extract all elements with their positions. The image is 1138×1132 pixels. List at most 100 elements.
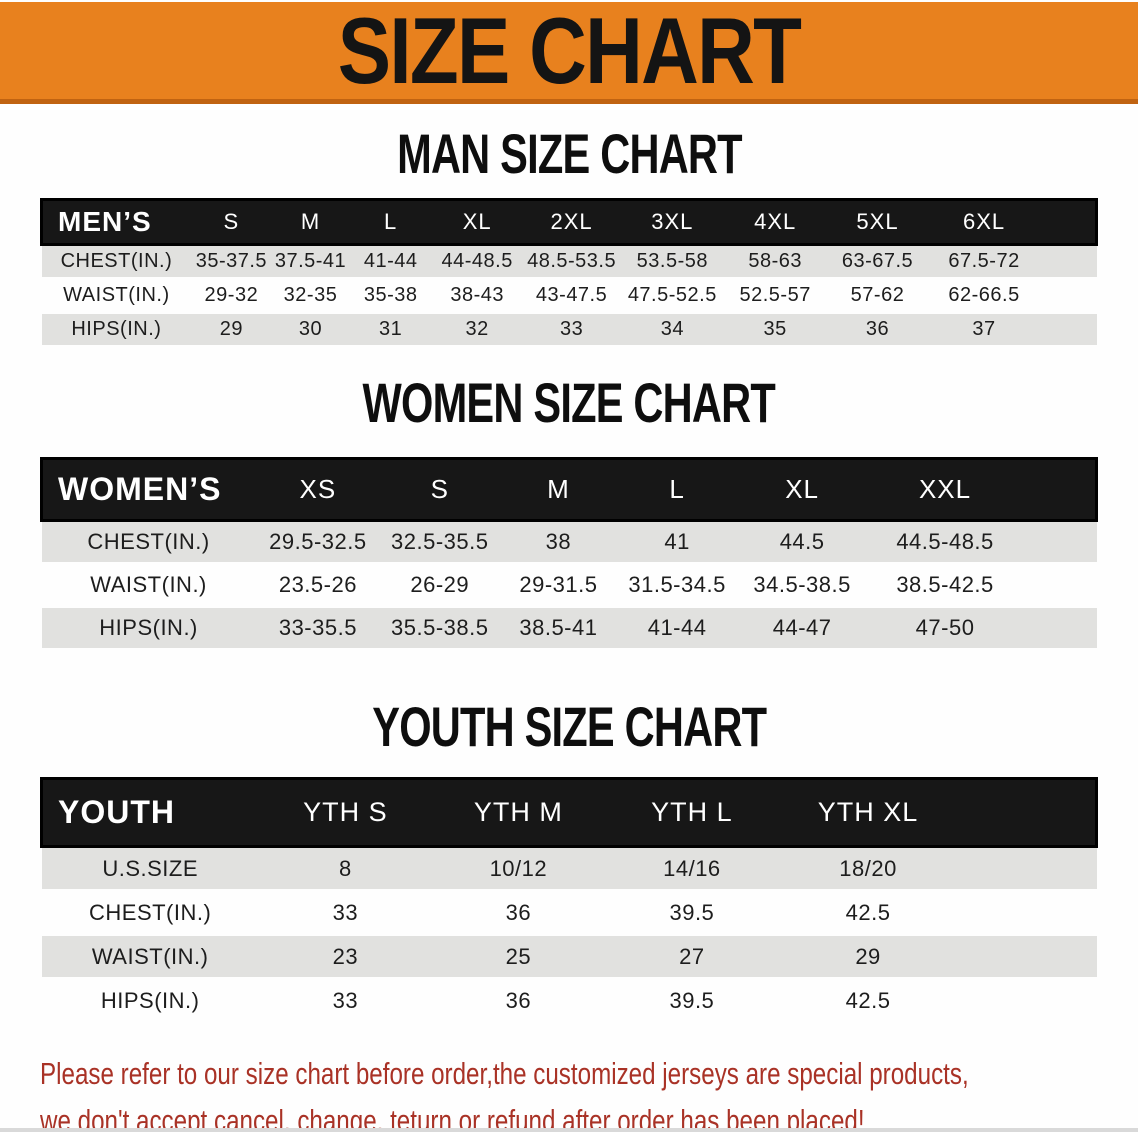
header-row: YOUTH YTH S YTH M YTH L YTH XL bbox=[39, 777, 1099, 848]
measurement-cell: 37.5-41 bbox=[271, 244, 350, 280]
size-table: WOMEN’S XS S M L XL XXL CHEST(IN.) 29.5-32.5 32.5… bbox=[39, 457, 1098, 651]
measurement-cell: 42.5 bbox=[778, 978, 958, 1024]
size-column-header: S bbox=[380, 457, 500, 522]
size-chart-sections: MAN SIZE CHART MEN’S S M L XL 2XL 3XL 4XL 5XL 6XL C… bbox=[0, 123, 1138, 1024]
measurement-cell: 63-67.5 bbox=[826, 244, 929, 280]
size-chart-section-1: WOMEN SIZE CHART WOMEN’S XS S M L XL XXL CHEST(I… bbox=[0, 372, 1138, 651]
measurement-cell: 47-50 bbox=[867, 606, 1023, 651]
spacer-cell bbox=[1022, 563, 1097, 608]
measurement-cell: 8 bbox=[258, 846, 432, 892]
spacer-cell bbox=[957, 978, 1097, 1024]
measurement-cell: 14/16 bbox=[604, 846, 779, 892]
measurement-cell: 44.5-48.5 bbox=[867, 520, 1023, 565]
measurement-cell: 25 bbox=[431, 934, 605, 980]
measurement-cell: 36 bbox=[431, 978, 605, 1024]
size-column-header: M bbox=[271, 198, 350, 246]
measurement-cell: 62-66.5 bbox=[928, 278, 1040, 314]
spacer-cell bbox=[1022, 457, 1098, 522]
measurement-cell: 38-43 bbox=[431, 278, 523, 314]
measurement-cell: 29.5-32.5 bbox=[255, 520, 381, 565]
measurement-cell: 41 bbox=[617, 520, 737, 565]
spacer-cell bbox=[957, 846, 1097, 892]
measurement-cell: 34 bbox=[620, 312, 725, 348]
spacer-cell bbox=[1039, 198, 1099, 246]
measurement-cell: 35.5-38.5 bbox=[380, 606, 500, 651]
size-column-header: YTH L bbox=[604, 777, 779, 848]
measurement-cell: 29-31.5 bbox=[499, 563, 618, 608]
row-label: WAIST(IN.) bbox=[41, 563, 256, 608]
size-column-header: M bbox=[499, 457, 618, 522]
size-column-header: YTH XL bbox=[778, 777, 958, 848]
measurement-cell: 38.5-41 bbox=[499, 606, 618, 651]
banner-title: SIZE CHART bbox=[337, 0, 802, 103]
spacer-cell bbox=[1039, 278, 1097, 314]
measurement-cell: 42.5 bbox=[778, 890, 958, 936]
table-row: HIPS(IN.) 29 30 31 32 33 34 35 36 37 bbox=[41, 312, 1097, 348]
size-column-header: XS bbox=[255, 457, 381, 522]
measurement-cell: 38 bbox=[499, 520, 618, 565]
measurement-cell: 44-48.5 bbox=[431, 244, 523, 280]
measurement-cell: 39.5 bbox=[604, 890, 779, 936]
footer-note-line-2: we don't accept cancel, change, teturn o… bbox=[40, 1103, 865, 1132]
table-row: WAIST(IN.) 29-32 32-35 35-38 38-43 43-47.5 47.… bbox=[41, 278, 1097, 314]
table-row: WAIST(IN.) 23 25 27 29 bbox=[41, 934, 1097, 980]
measurement-cell: 35-38 bbox=[349, 278, 432, 314]
spacer-cell bbox=[1022, 606, 1097, 651]
measurement-cell: 44-47 bbox=[736, 606, 868, 651]
measurement-cell: 33 bbox=[522, 312, 621, 348]
header-row: WOMEN’S XS S M L XL XXL bbox=[39, 457, 1098, 522]
measurement-cell: 36 bbox=[431, 890, 605, 936]
measurement-cell: 29 bbox=[778, 934, 958, 980]
measurement-cell: 32 bbox=[431, 312, 523, 348]
row-label: WAIST(IN.) bbox=[41, 278, 192, 314]
measurement-cell: 31.5-34.5 bbox=[617, 563, 737, 608]
measurement-cell: 23.5-26 bbox=[255, 563, 381, 608]
row-label: WAIST(IN.) bbox=[41, 934, 259, 980]
size-chart-section-2: YOUTH SIZE CHART YOUTH YTH S YTH M YTH L YTH … bbox=[0, 696, 1138, 1024]
table-row: CHEST(IN.) 35-37.5 37.5-41 41-44 44-48.5 48.5… bbox=[41, 244, 1097, 280]
measurement-cell: 36 bbox=[826, 312, 929, 348]
size-column-header: 4XL bbox=[724, 198, 827, 246]
measurement-cell: 33 bbox=[258, 978, 432, 1024]
row-label: U.S.SIZE bbox=[41, 846, 259, 892]
section-heading: WOMEN SIZE CHART bbox=[0, 372, 1138, 436]
spacer-cell bbox=[1022, 520, 1097, 565]
measurement-cell: 32.5-35.5 bbox=[380, 520, 500, 565]
measurement-cell: 26-29 bbox=[380, 563, 500, 608]
header-row: MEN’S S M L XL 2XL 3XL 4XL 5XL 6XL bbox=[40, 198, 1099, 246]
measurement-cell: 67.5-72 bbox=[928, 244, 1040, 280]
section-heading-text: YOUTH SIZE CHART bbox=[372, 696, 767, 760]
group-label: MEN’S bbox=[40, 198, 192, 246]
size-column-header: 5XL bbox=[826, 198, 929, 246]
row-label: CHEST(IN.) bbox=[41, 890, 259, 936]
spacer-cell bbox=[1039, 244, 1097, 280]
size-column-header: 3XL bbox=[620, 198, 725, 246]
measurement-cell: 33 bbox=[258, 890, 432, 936]
footer-note: Please refer to our size chart before or… bbox=[40, 1050, 1138, 1132]
section-heading: MAN SIZE CHART bbox=[0, 123, 1138, 187]
size-column-header: 2XL bbox=[522, 198, 621, 246]
size-column-header: YTH M bbox=[431, 777, 605, 848]
size-column-header: XXL bbox=[867, 457, 1023, 522]
measurement-cell: 35-37.5 bbox=[191, 244, 272, 280]
measurement-cell: 43-47.5 bbox=[522, 278, 621, 314]
row-label: CHEST(IN.) bbox=[41, 244, 192, 280]
size-chart-section-0: MAN SIZE CHART MEN’S S M L XL 2XL 3XL 4XL 5XL 6XL C… bbox=[0, 123, 1138, 348]
measurement-cell: 57-62 bbox=[826, 278, 929, 314]
measurement-cell: 41-44 bbox=[349, 244, 432, 280]
measurement-cell: 44.5 bbox=[736, 520, 868, 565]
measurement-cell: 33-35.5 bbox=[255, 606, 381, 651]
size-column-header: S bbox=[191, 198, 272, 246]
measurement-cell: 53.5-58 bbox=[620, 244, 725, 280]
measurement-cell: 52.5-57 bbox=[724, 278, 827, 314]
size-column-header: L bbox=[349, 198, 432, 246]
measurement-cell: 29-32 bbox=[191, 278, 272, 314]
section-heading-text: MAN SIZE CHART bbox=[396, 123, 742, 187]
size-table: MEN’S S M L XL 2XL 3XL 4XL 5XL 6XL CHEST(IN.) 35-37… bbox=[40, 198, 1099, 348]
measurement-cell: 18/20 bbox=[778, 846, 958, 892]
group-label: WOMEN’S bbox=[39, 457, 256, 522]
group-label: YOUTH bbox=[39, 777, 259, 848]
row-label: HIPS(IN.) bbox=[41, 312, 192, 348]
section-heading-text: WOMEN SIZE CHART bbox=[362, 372, 776, 436]
